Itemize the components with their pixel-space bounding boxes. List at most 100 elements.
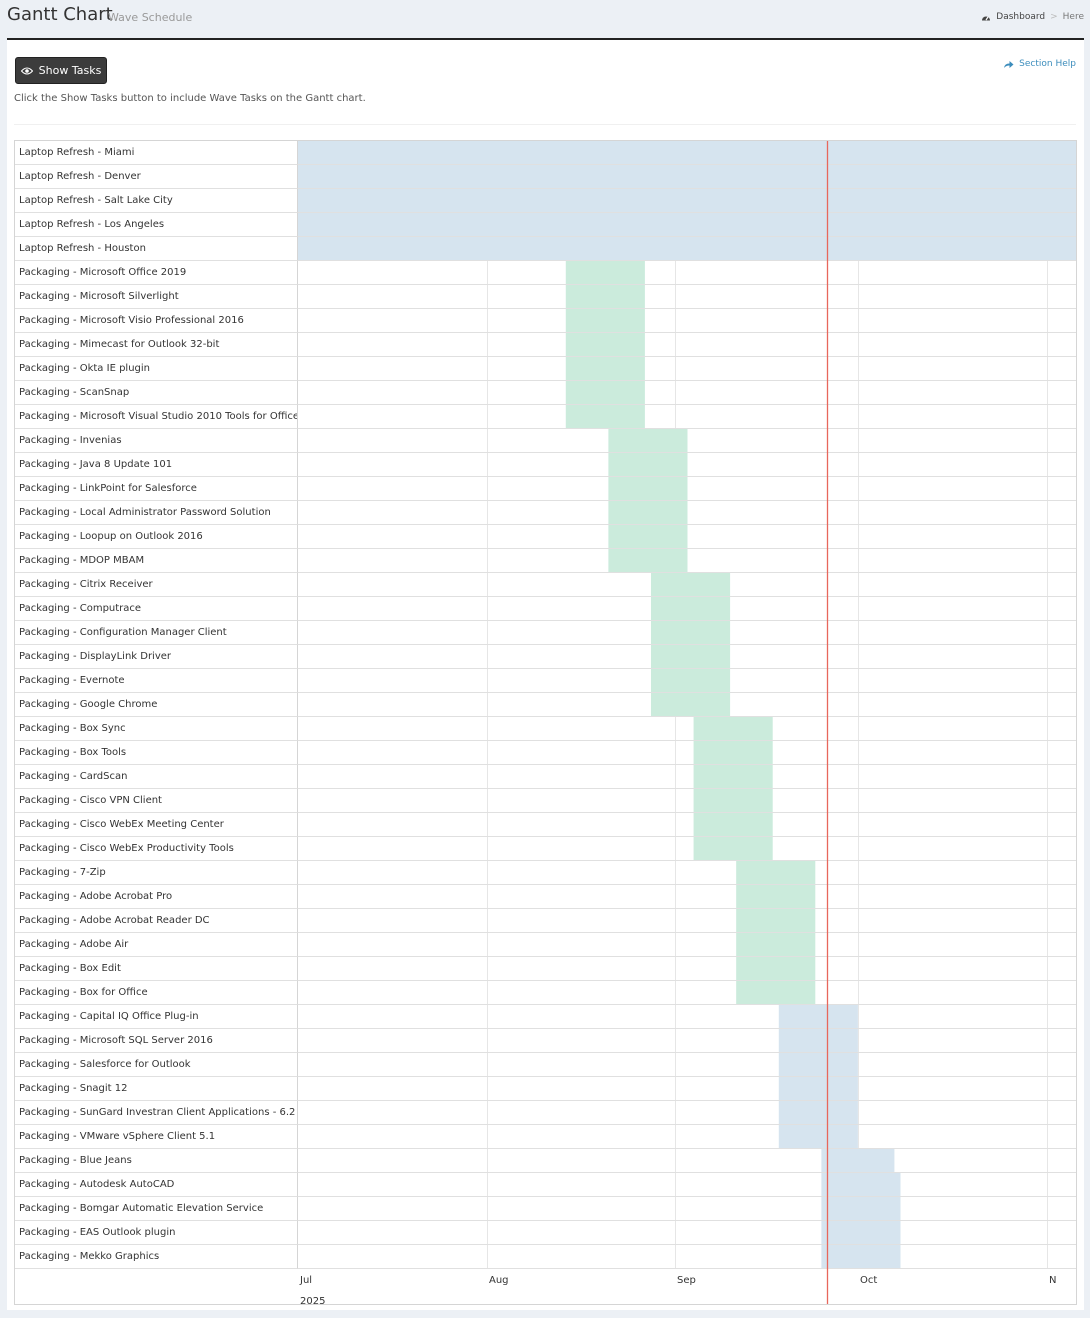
task-bar: [298, 237, 1076, 261]
task-label: Packaging - Cisco VPN Client: [15, 789, 298, 813]
task-bar: [693, 765, 773, 789]
task-bar: [736, 909, 816, 933]
task-label: Packaging - Box Tools: [15, 741, 298, 765]
page-title: Gantt Chart: [7, 4, 113, 25]
task-bar: [608, 501, 688, 525]
task-bar: [565, 309, 645, 333]
show-tasks-label: Show Tasks: [38, 64, 102, 77]
show-tasks-button[interactable]: Show Tasks: [15, 57, 107, 84]
task-label: Packaging - Microsoft SQL Server 2016: [15, 1029, 298, 1053]
task-label: Packaging - VMware vSphere Client 5.1: [15, 1125, 298, 1149]
task-bar: [565, 333, 645, 357]
task-label: Packaging - Microsoft Office 2019: [15, 261, 298, 285]
task-bar: [693, 789, 773, 813]
task-bar: [778, 1029, 858, 1053]
x-tick-label: Jul: [299, 1275, 312, 1286]
task-bar: [650, 597, 731, 621]
task-label: Packaging - CardScan: [15, 765, 298, 789]
help-text: Click the Show Tasks button to include W…: [14, 93, 366, 104]
task-bar: [298, 165, 1076, 189]
task-bar: [565, 285, 645, 309]
task-bar: [650, 645, 731, 669]
breadcrumb-separator: >: [1050, 12, 1058, 22]
divider: [14, 124, 1076, 125]
breadcrumb: Dashboard > Here: [981, 12, 1084, 22]
task-label: Packaging - 7-Zip: [15, 861, 298, 885]
task-label: Packaging - Mekko Graphics: [15, 1245, 298, 1269]
gantt-box: Show Tasks Section Help Click the Show T…: [7, 38, 1084, 1310]
task-bar: [565, 405, 645, 429]
breadcrumb-current: Here: [1062, 12, 1084, 22]
task-label: Packaging - Box Sync: [15, 717, 298, 741]
task-label: Packaging - Loopup on Outlook 2016: [15, 525, 298, 549]
task-bar: [693, 813, 773, 837]
task-label: Packaging - Autodesk AutoCAD: [15, 1173, 298, 1197]
dashboard-icon: [982, 16, 991, 20]
task-bar: [778, 1053, 858, 1077]
task-label: Packaging - ScanSnap: [15, 381, 298, 405]
task-label: Packaging - SunGard Investran Client App…: [15, 1101, 298, 1125]
breadcrumb-dashboard-link[interactable]: Dashboard: [996, 12, 1046, 22]
task-label: Packaging - Microsoft Visio Professional…: [15, 309, 298, 333]
task-label: Packaging - Cisco WebEx Meeting Center: [15, 813, 298, 837]
task-bar: [693, 717, 773, 741]
task-label: Laptop Refresh - Miami: [15, 141, 298, 165]
task-label: Packaging - Configuration Manager Client: [15, 621, 298, 645]
task-bar: [736, 885, 816, 909]
task-bar: [821, 1197, 901, 1221]
task-bar: [736, 933, 816, 957]
task-label: Packaging - LinkPoint for Salesforce: [15, 477, 298, 501]
task-label: Packaging - Bomgar Automatic Elevation S…: [15, 1197, 298, 1221]
task-label: Packaging - Box for Office: [15, 981, 298, 1005]
task-label: Packaging - DisplayLink Driver: [15, 645, 298, 669]
x-year-label: 2025: [300, 1296, 325, 1305]
task-label: Packaging - Snagit 12: [15, 1077, 298, 1101]
task-bar: [821, 1245, 901, 1269]
gantt-chart: Jul Aug Sep Oct N 2025 Laptop Refresh - Miami…: [14, 140, 1077, 1305]
task-label: Packaging - Microsoft Visual Studio 2010…: [15, 405, 298, 429]
task-bar: [778, 1005, 858, 1029]
task-bar: [778, 1101, 858, 1125]
task-label: Laptop Refresh - Denver: [15, 165, 298, 189]
task-bar: [608, 525, 688, 549]
task-label: Packaging - Computrace: [15, 597, 298, 621]
task-label: Packaging - Mimecast for Outlook 32-bit: [15, 333, 298, 357]
task-bar: [565, 381, 645, 405]
task-bar: [650, 693, 731, 717]
task-label: Packaging - Java 8 Update 101: [15, 453, 298, 477]
task-label: Packaging - Adobe Acrobat Pro: [15, 885, 298, 909]
x-tick-label: Sep: [677, 1275, 696, 1286]
task-bar: [821, 1221, 901, 1245]
x-tick-label: Aug: [489, 1275, 509, 1286]
task-bar: [821, 1173, 901, 1197]
task-label: Packaging - Google Chrome: [15, 693, 298, 717]
x-tick-label: N: [1049, 1275, 1056, 1286]
x-tick-label: Oct: [860, 1275, 877, 1286]
section-help-link[interactable]: Section Help: [1003, 59, 1076, 69]
task-bar: [298, 213, 1076, 237]
task-label: Packaging - Adobe Air: [15, 933, 298, 957]
task-bar: [736, 981, 816, 1005]
task-bar: [736, 957, 816, 981]
task-label: Laptop Refresh - Houston: [15, 237, 298, 261]
task-label: Packaging - Local Administrator Password…: [15, 501, 298, 525]
task-label: Packaging - Box Edit: [15, 957, 298, 981]
task-label: Packaging - Microsoft Silverlight: [15, 285, 298, 309]
task-label: Packaging - MDOP MBAM: [15, 549, 298, 573]
task-label: Packaging - Invenias: [15, 429, 298, 453]
task-label: Packaging - Citrix Receiver: [15, 573, 298, 597]
task-label: Packaging - Adobe Acrobat Reader DC: [15, 909, 298, 933]
page-subtitle: Wave Schedule: [108, 11, 193, 24]
task-bar: [608, 429, 688, 453]
gantt-svg: Jul Aug Sep Oct N 2025: [298, 141, 1076, 1305]
task-bar: [821, 1149, 895, 1173]
task-bar: [736, 861, 816, 885]
task-bar: [650, 669, 731, 693]
task-bar: [650, 621, 731, 645]
task-bar: [608, 477, 688, 501]
task-bar: [298, 141, 1076, 165]
share-icon: [1004, 60, 1014, 68]
task-bar: [693, 837, 773, 861]
section-help-label: Section Help: [1019, 59, 1076, 69]
task-bar: [565, 261, 645, 285]
